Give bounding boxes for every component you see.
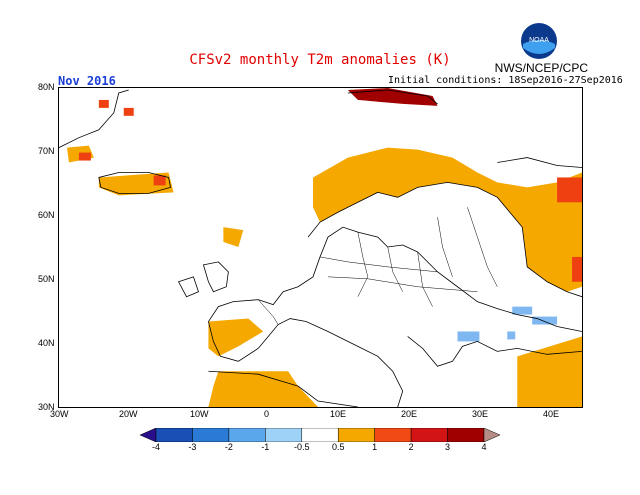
colorbar-swatch xyxy=(155,428,193,442)
noaa-logo: NOAA xyxy=(521,23,557,59)
colorbar-swatch xyxy=(228,428,266,442)
colorbar-swatch xyxy=(337,428,375,442)
lon-label: 10W xyxy=(190,409,209,419)
colorbar-label: -4 xyxy=(151,442,160,452)
chart-title: CFSv2 monthly T2m anomalies (K) xyxy=(189,52,451,68)
lon-label: 30E xyxy=(472,409,489,419)
anomaly-darkred-shading xyxy=(347,88,438,106)
colorbar-swatch xyxy=(265,428,303,442)
lon-label: 0 xyxy=(264,409,270,419)
colorbar-swatch xyxy=(447,428,485,442)
colorbar-swatch xyxy=(410,428,448,442)
coastlines xyxy=(59,89,582,407)
colorbar-label: -3 xyxy=(188,442,197,452)
noaa-logo-text: NOAA xyxy=(529,37,549,44)
colorbar-label: 3 xyxy=(445,442,451,452)
colorbar-swatch xyxy=(301,428,339,442)
initial-conditions-label: Initial conditions: 18Sep2016-27Sep2016 xyxy=(388,75,623,86)
colorbar-swatch xyxy=(140,428,157,442)
colorbar-label: 1 xyxy=(372,442,378,452)
lat-label: 80N xyxy=(38,82,55,92)
lat-label: 30N xyxy=(38,402,55,412)
colorbar xyxy=(140,428,500,442)
colorbar-label: -1 xyxy=(261,442,270,452)
lat-label: 50N xyxy=(38,274,55,284)
colorbar-label: 2 xyxy=(408,442,414,452)
colorbar-swatch xyxy=(192,428,230,442)
lon-label: 40E xyxy=(543,409,560,419)
colorbar-label: -0.5 xyxy=(294,442,310,452)
country-borders xyxy=(258,207,498,325)
anomaly-orange-shading xyxy=(66,145,582,407)
colorbar-swatch xyxy=(483,428,500,442)
colorbar-label: 4 xyxy=(481,442,487,452)
colorbar-swatches xyxy=(140,428,500,442)
colorbar-label: 0.5 xyxy=(331,442,345,452)
lat-label: 40N xyxy=(38,338,55,348)
anomaly-lightblue-shading xyxy=(457,306,558,342)
lon-label: 20W xyxy=(119,409,138,419)
lon-label: 10E xyxy=(330,409,347,419)
lon-label: 20E xyxy=(401,409,418,419)
anomaly-map xyxy=(58,87,583,408)
lat-label: 70N xyxy=(38,146,55,156)
agency-label: NWS/NCEP/CPC xyxy=(494,61,588,75)
anomaly-red-shading xyxy=(78,99,582,282)
lat-label: 60N xyxy=(38,210,55,220)
lon-label: 30W xyxy=(50,409,69,419)
colorbar-label: -2 xyxy=(224,442,233,452)
colorbar-swatch xyxy=(374,428,412,442)
month-label: Nov 2016 xyxy=(58,74,116,88)
